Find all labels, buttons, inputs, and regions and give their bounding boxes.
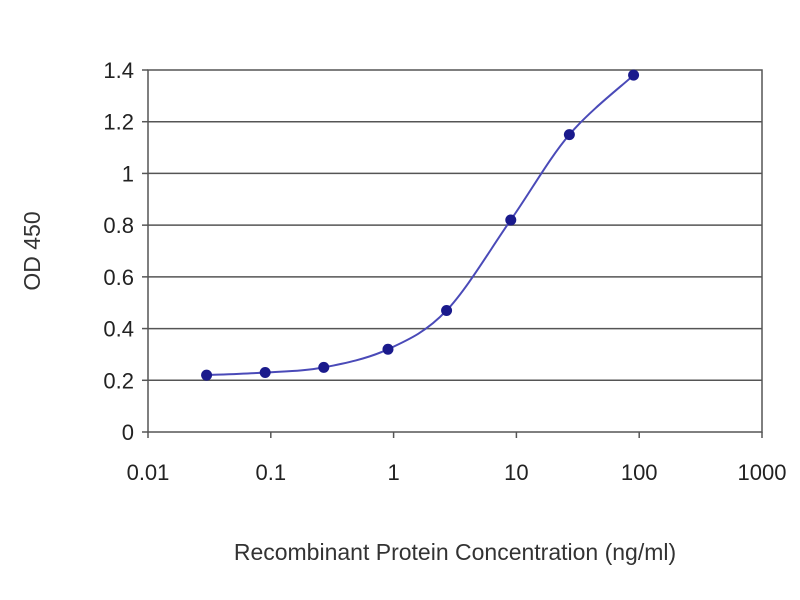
data-point	[441, 304, 453, 316]
y-tick-label: 1	[122, 161, 134, 186]
data-point	[563, 129, 575, 141]
data-points	[201, 69, 640, 381]
x-tick-label: 1000	[738, 460, 787, 485]
y-axis-title: OD 450	[19, 211, 45, 290]
data-point	[628, 69, 640, 81]
x-axis-title: Recombinant Protein Concentration (ng/ml…	[234, 539, 676, 565]
y-tick-label: 0	[122, 420, 134, 445]
y-tick-label: 0.4	[103, 317, 134, 342]
x-tick-label: 0.1	[256, 460, 287, 485]
y-tick-label: 0.8	[103, 213, 134, 238]
y-tick-label: 1.4	[103, 58, 134, 83]
y-tick-label: 0.2	[103, 368, 134, 393]
data-point	[201, 369, 213, 381]
data-point	[505, 214, 517, 226]
y-tick-label: 1.2	[103, 110, 134, 135]
y-axis-ticks: 0 0.2 0.4 0.6 0.8 1 1.2 1.4	[103, 58, 148, 445]
plot-area-frame	[147, 69, 763, 433]
x-tick-label: 100	[621, 460, 658, 485]
data-point	[259, 367, 271, 379]
y-tick-label: 0.6	[103, 265, 134, 290]
data-point	[318, 361, 330, 373]
x-tick-label: 0.01	[127, 460, 170, 485]
data-point	[382, 343, 394, 355]
grid-lines	[148, 120, 762, 382]
x-axis-ticks: 0.01 0.1 1 10 100 1000	[127, 432, 787, 485]
x-tick-label: 10	[504, 460, 528, 485]
x-tick-label: 1	[387, 460, 399, 485]
